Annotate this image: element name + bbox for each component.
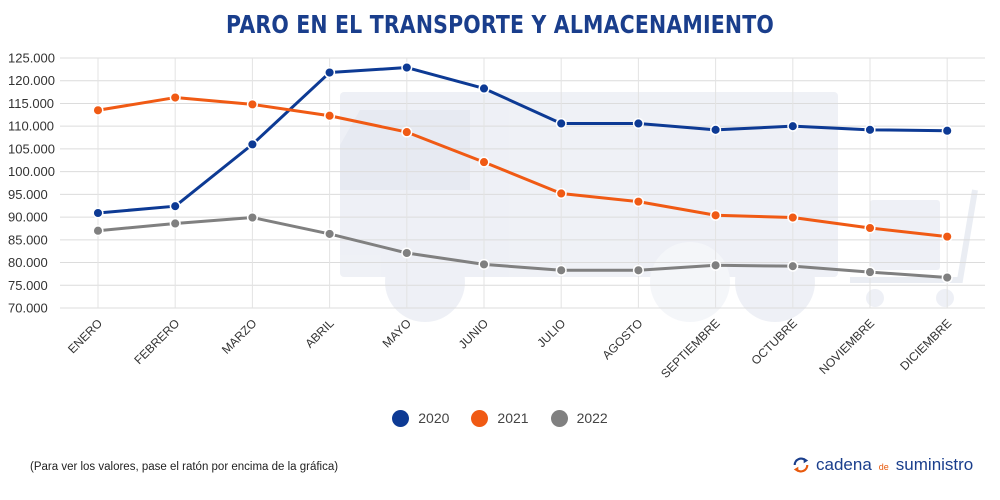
x-tick-label: FEBRERO xyxy=(131,316,182,367)
x-tick-label: DICIEMBRE xyxy=(897,316,954,373)
data-point-2022[interactable] xyxy=(169,217,181,230)
x-tick-label: NOVIEMBRE xyxy=(816,316,877,377)
data-point-2021[interactable] xyxy=(632,196,644,208)
data-point-2021[interactable] xyxy=(555,187,567,200)
series-line-2022 xyxy=(97,216,948,280)
data-point-2022[interactable] xyxy=(324,228,336,240)
data-point-2020[interactable] xyxy=(787,120,799,132)
chart-legend: 2020 2021 2022 xyxy=(0,406,1000,430)
data-point-2022[interactable] xyxy=(246,211,258,224)
data-point-2021[interactable] xyxy=(169,91,181,104)
legend-label: 2020 xyxy=(418,410,450,426)
x-tick-label: ENERO xyxy=(65,316,105,356)
data-point-2020[interactable] xyxy=(941,125,953,137)
y-tick-label: 105.000 xyxy=(8,141,55,156)
data-point-2022[interactable] xyxy=(710,259,722,271)
data-point-2021[interactable] xyxy=(787,211,799,224)
legend-item-2022[interactable]: 2022 xyxy=(550,409,608,427)
data-point-2022[interactable] xyxy=(401,247,413,259)
brand-name-part1: cadena xyxy=(816,455,872,474)
data-point-2020[interactable] xyxy=(864,124,876,136)
x-tick-label: MARZO xyxy=(219,316,260,357)
brand-name-part2: de xyxy=(878,462,889,472)
legend-marker xyxy=(392,409,410,427)
x-tick-label: SEPTIEMBRE xyxy=(658,316,723,381)
x-tick-label: JUNIO xyxy=(456,316,491,351)
y-tick-label: 100.000 xyxy=(8,164,55,179)
data-point-2022[interactable] xyxy=(632,264,644,276)
data-point-2020[interactable] xyxy=(401,61,413,74)
y-tick-label: 80.000 xyxy=(8,255,48,270)
data-point-2020[interactable] xyxy=(246,138,258,150)
legend-label: 2022 xyxy=(576,410,608,426)
footnote: (Para ver los valores, pase el ratón por… xyxy=(30,461,339,473)
y-tick-label: 95.000 xyxy=(8,187,48,202)
refresh-arrows-icon xyxy=(793,457,809,473)
data-point-2022[interactable] xyxy=(787,260,799,272)
y-tick-label: 120.000 xyxy=(8,73,55,88)
y-tick-label: 75.000 xyxy=(8,278,48,293)
x-tick-label: OCTUBRE xyxy=(749,316,800,367)
data-point-2021[interactable] xyxy=(401,126,413,138)
data-point-2021[interactable] xyxy=(246,98,258,110)
series-line-2021 xyxy=(97,96,948,239)
y-tick-label: 110.000 xyxy=(8,119,54,134)
y-tick-label: 125.000 xyxy=(8,51,55,66)
data-point-2021[interactable] xyxy=(941,231,953,243)
data-point-2020[interactable] xyxy=(92,207,104,219)
data-point-2020[interactable] xyxy=(324,66,336,79)
data-point-2022[interactable] xyxy=(478,258,490,270)
x-tick-label: JULIO xyxy=(534,316,568,350)
y-tick-label: 115.000 xyxy=(8,96,54,111)
x-tick-label: AGOSTO xyxy=(599,316,645,362)
legend-item-2020[interactable]: 2020 xyxy=(392,409,450,427)
data-point-2022[interactable] xyxy=(864,266,876,278)
data-point-2021[interactable] xyxy=(324,110,336,122)
chart-title: PARO EN EL TRANSPORTE Y ALMACENAMIENTO xyxy=(226,10,774,39)
data-point-2021[interactable] xyxy=(478,156,490,168)
legend-marker xyxy=(550,409,568,427)
data-point-2020[interactable] xyxy=(710,124,722,136)
y-tick-label: 85.000 xyxy=(8,232,48,247)
data-point-2022[interactable] xyxy=(941,271,953,284)
legend-item-2021[interactable]: 2021 xyxy=(471,409,529,427)
data-point-2021[interactable] xyxy=(710,209,722,221)
data-point-2020[interactable] xyxy=(478,82,490,95)
legend-label: 2021 xyxy=(497,410,529,426)
x-tick-label: MAYO xyxy=(380,316,414,350)
data-point-2022[interactable] xyxy=(555,264,567,276)
data-point-2020[interactable] xyxy=(555,117,567,130)
brand-name-part3: suministro xyxy=(895,455,974,474)
truck-watermark xyxy=(340,92,978,322)
y-tick-label: 70.000 xyxy=(8,301,48,316)
y-tick-label: 90.000 xyxy=(8,210,48,225)
data-point-2020[interactable] xyxy=(169,200,181,212)
data-point-2022[interactable] xyxy=(92,225,104,237)
brand-logo: cadena de suministro xyxy=(792,455,973,475)
data-point-2021[interactable] xyxy=(864,222,876,234)
legend-marker xyxy=(471,409,489,427)
series-line-2020 xyxy=(97,66,948,215)
data-point-2020[interactable] xyxy=(632,117,644,130)
x-tick-label: ABRIL xyxy=(302,316,337,351)
data-point-2021[interactable] xyxy=(92,104,104,116)
